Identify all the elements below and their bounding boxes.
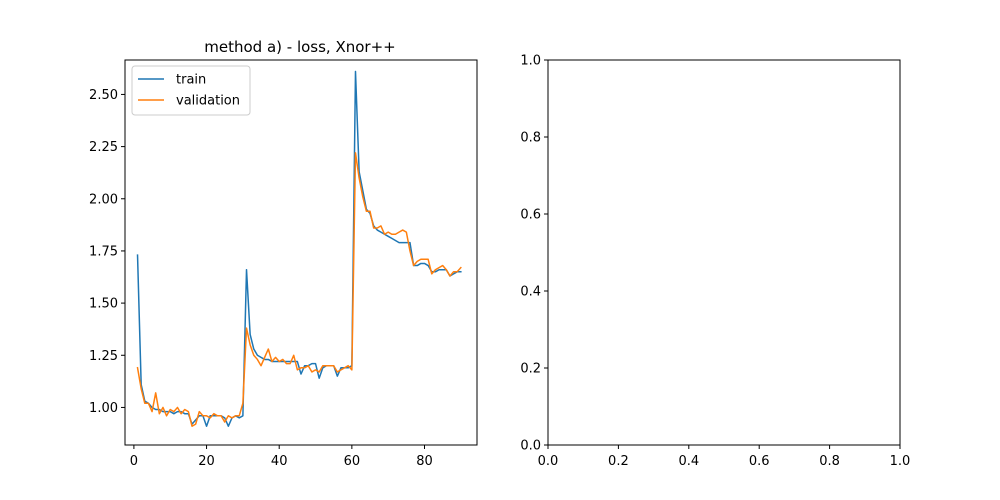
y-tick-label: 2.50 [89, 88, 118, 103]
legend-label-train: train [176, 73, 206, 88]
y-tick-label: 1.75 [89, 244, 118, 259]
legend-label-validation: validation [176, 94, 240, 109]
x-tick-label: 0 [130, 454, 138, 469]
x-tick-label: 0.0 [538, 454, 559, 469]
x-tick-label: 20 [198, 454, 215, 469]
x-tick-label: 80 [416, 454, 433, 469]
x-tick-label: 60 [344, 454, 361, 469]
x-tick-label: 0.6 [749, 454, 770, 469]
x-tick-label: 0.2 [608, 454, 629, 469]
legend: train validation [131, 65, 251, 116]
y-tick-label: 1.25 [89, 349, 118, 364]
y-tick-label: 0.8 [520, 131, 541, 146]
series-line-validation [136, 152, 462, 427]
x-tick-label: 1.0 [890, 454, 911, 469]
y-tick-label: 1.50 [89, 297, 118, 312]
left-chart-title: method a) - loss, Xnor++ [204, 38, 395, 56]
y-tick-label: 0.6 [520, 208, 541, 223]
y-tick-label: 2.25 [89, 140, 118, 155]
y-tick-label: 0.2 [520, 362, 541, 377]
x-tick-label: 40 [271, 454, 288, 469]
y-tick-label: 1.00 [89, 401, 118, 416]
x-tick-label: 0.8 [819, 454, 840, 469]
y-tick-label: 2.00 [89, 192, 118, 207]
x-tick-label: 0.4 [678, 454, 699, 469]
y-tick-label: 1.0 [520, 54, 541, 69]
y-tick-label: 0.0 [520, 439, 541, 454]
left-axes-loss-plot: method a) - loss, Xnor++ 0 20 40 60 80 1.00 1.… [89, 38, 478, 469]
right-axes-empty-plot: 0.0 0.2 0.4 0.6 0.8 1.0 0.0 0.2 0.4 0.6 0.8 1.0 [520, 54, 910, 470]
axes-frame-1 [547, 59, 901, 446]
y-tick-label: 0.4 [520, 285, 541, 300]
axes-frame-0 [124, 59, 478, 446]
